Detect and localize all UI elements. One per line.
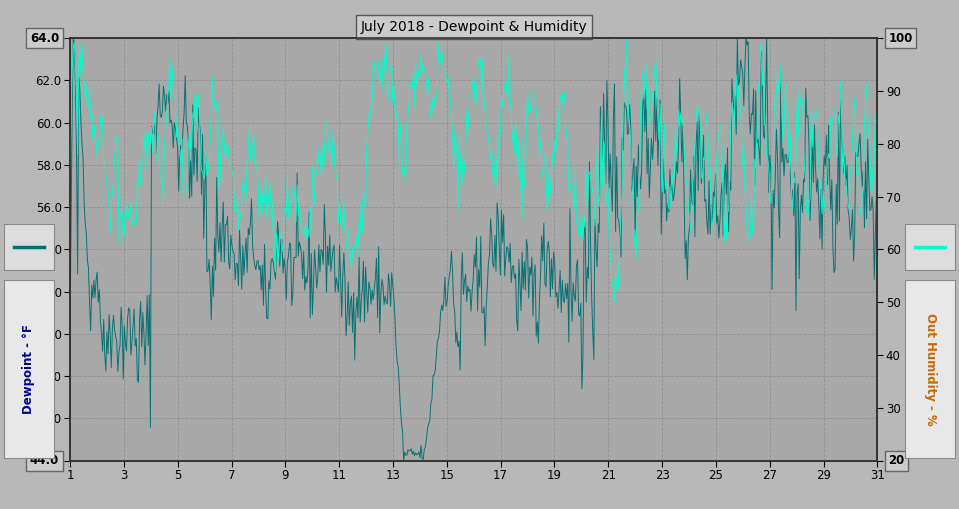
- Text: 100: 100: [888, 32, 913, 45]
- Text: 44.0: 44.0: [30, 454, 59, 467]
- Text: Dewpoint - °F: Dewpoint - °F: [22, 324, 35, 414]
- Text: 64.0: 64.0: [30, 32, 59, 45]
- Text: Out Humidity - %: Out Humidity - %: [924, 313, 937, 426]
- Title: July 2018 - Dewpoint & Humidity: July 2018 - Dewpoint & Humidity: [361, 20, 587, 34]
- Text: 20: 20: [888, 454, 904, 467]
